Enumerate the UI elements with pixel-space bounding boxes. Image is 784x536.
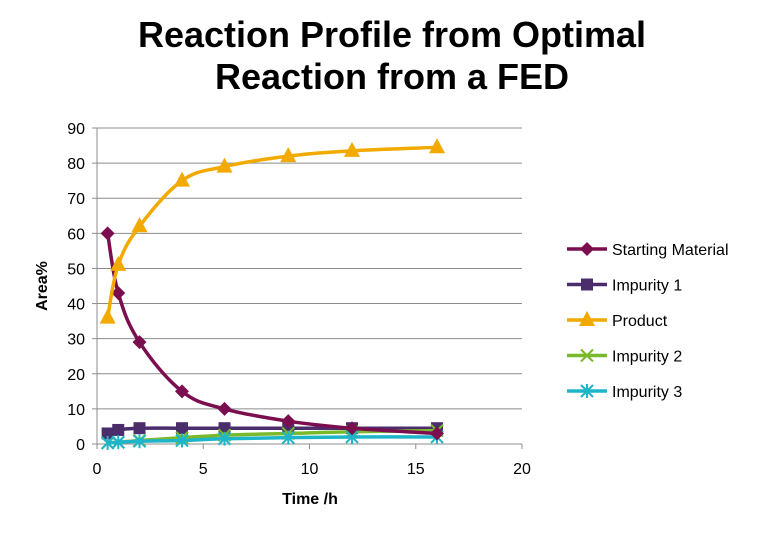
legend-item-impurity-1: Impurity 1: [567, 278, 682, 295]
y-tick-label-10: 10: [67, 402, 85, 419]
grid-lines: [97, 127, 522, 410]
x-tick-label-5: 5: [199, 461, 208, 478]
point-impurity-1-0: [101, 427, 114, 440]
series-product: [99, 138, 445, 324]
chart-title-line-2: Reaction from a FED: [214, 56, 570, 97]
point-product-3: [174, 171, 190, 187]
point-product-2: [131, 217, 148, 233]
legend-marker-impurity-3: [580, 384, 594, 398]
legend-item-impurity-2: Impurity 2: [567, 349, 682, 366]
point-impurity-3-3: [175, 433, 189, 448]
y-tick-label-0: 0: [76, 437, 85, 454]
point-impurity-1-3: [176, 422, 188, 435]
legend-item-product: Product: [567, 311, 668, 330]
series-line-product: [105, 145, 438, 318]
legend-item-starting-material: Starting Material: [567, 242, 729, 259]
x-tick-label-20: 20: [513, 461, 531, 478]
series-impurity-3: [100, 429, 444, 450]
legend-label-starting-material: Starting Material: [612, 242, 729, 259]
point-starting-material-1: [111, 286, 126, 301]
legend-label-impurity-1: Impurity 1: [612, 278, 682, 295]
legend-item-impurity-3: Impurity 3: [567, 384, 682, 401]
legend-label-impurity-2: Impurity 2: [612, 349, 682, 366]
y-tick-label-70: 70: [67, 191, 85, 208]
legend-marker-impurity-1: [581, 278, 593, 291]
point-starting-material-6: [345, 421, 359, 436]
y-tick-label-40: 40: [67, 297, 85, 314]
series-line-starting-material: [105, 233, 438, 436]
point-starting-material-4: [217, 401, 232, 416]
point-starting-material-5: [281, 414, 296, 429]
point-impurity-3-1: [111, 435, 125, 450]
y-tick-label-80: 80: [67, 156, 85, 173]
point-impurity-1-1: [112, 423, 125, 436]
point-starting-material-2: [132, 335, 147, 350]
y-tick-label-30: 30: [67, 332, 85, 349]
legend-label-product: Product: [612, 313, 668, 330]
point-product-6: [344, 141, 360, 157]
point-impurity-3-2: [132, 434, 147, 449]
x-axis-label: Time /h: [282, 491, 338, 508]
series-starting-material: [100, 226, 444, 441]
point-impurity-3-5: [281, 430, 295, 445]
x-tick-label-0: 0: [93, 461, 102, 478]
legend-marker-impurity-2: [580, 348, 594, 363]
chart-title: Reaction Profile from Optimal Reaction f…: [0, 14, 784, 98]
tick-labels: 0 10 20 30 40 50 60 70 80 90 0 5 10 15 20: [67, 121, 531, 478]
point-product-1: [110, 255, 127, 271]
legend-marker-product: [579, 311, 595, 326]
point-impurity-1-2: [133, 422, 146, 435]
y-tick-label-60: 60: [67, 226, 85, 243]
point-product-4: [216, 157, 233, 173]
y-tick-label-20: 20: [67, 367, 85, 384]
legend-marker-starting-material: [580, 242, 594, 256]
x-tick-label-15: 15: [407, 461, 425, 478]
legend-label-impurity-3: Impurity 3: [612, 384, 682, 401]
point-product-0: [99, 308, 116, 324]
point-starting-material-3: [175, 384, 189, 399]
axes: [92, 127, 523, 449]
point-impurity-3-4: [217, 431, 232, 446]
y-axis-label: Area%: [34, 261, 51, 311]
legend: Starting Material Impurity 1 Product Impuri…: [567, 242, 729, 401]
chart-title-line-1: Reaction Profile from Optimal: [137, 14, 647, 55]
series-group: [99, 138, 445, 450]
y-tick-label-90: 90: [67, 121, 85, 138]
point-starting-material-7: [430, 426, 444, 441]
point-product-7: [429, 138, 445, 154]
x-tick-label-10: 10: [301, 461, 319, 478]
y-tick-label-50: 50: [67, 261, 85, 278]
point-impurity-3-0: [100, 435, 115, 450]
point-starting-material-0: [100, 226, 115, 241]
point-product-5: [280, 147, 297, 163]
